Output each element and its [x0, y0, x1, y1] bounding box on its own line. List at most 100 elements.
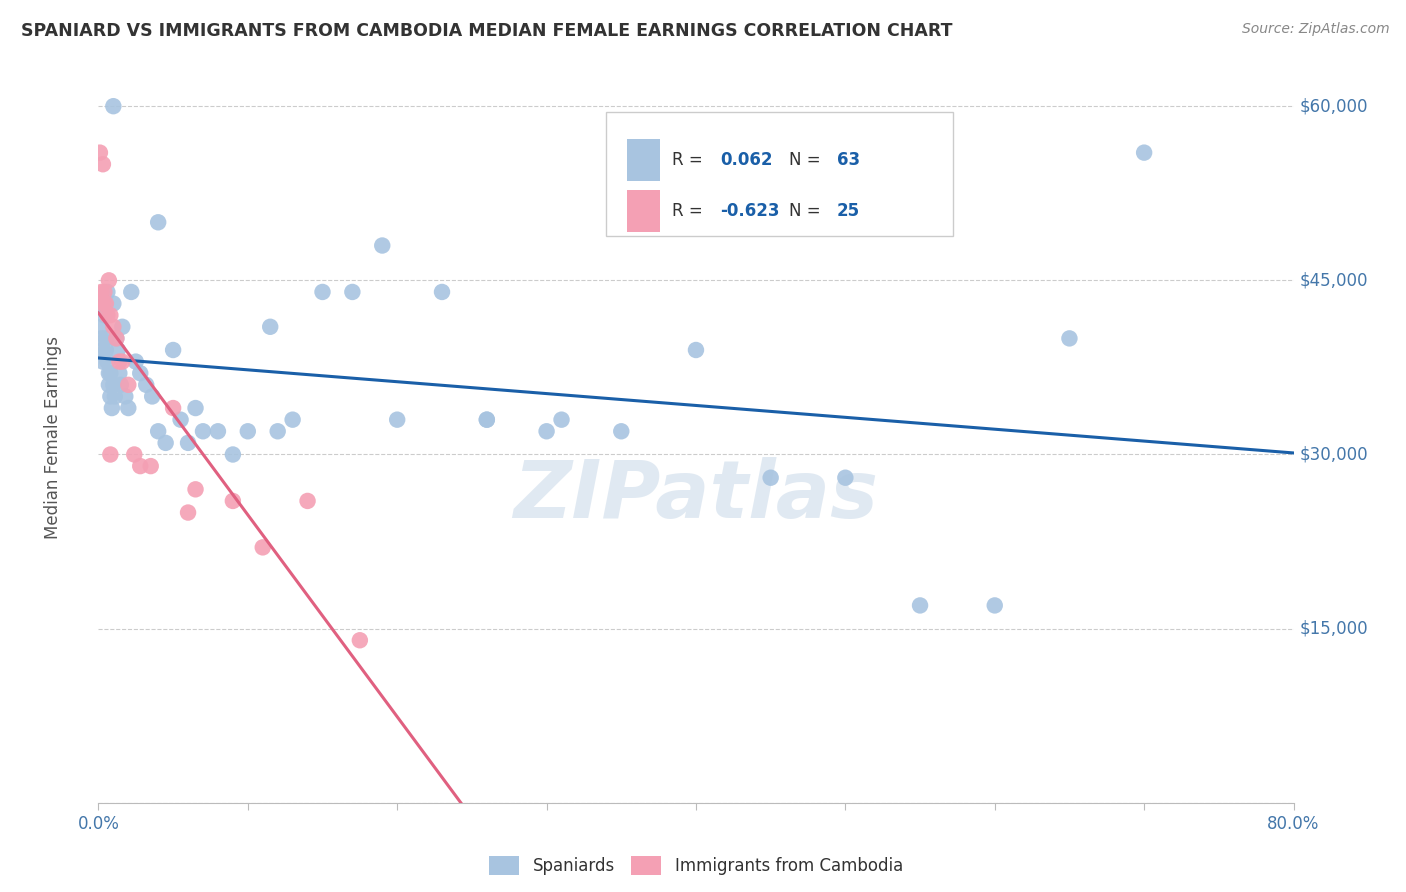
Point [1059, 331, 1081, 345]
Point [141, 389, 163, 403]
Text: $30,000: $30,000 [1299, 445, 1368, 464]
Text: 63: 63 [837, 151, 860, 169]
Point [93, 308, 115, 322]
Text: R =: R = [672, 151, 709, 169]
Point [114, 389, 136, 403]
Point [96, 285, 118, 299]
Point [117, 401, 139, 415]
Point [148, 424, 170, 438]
Point [191, 424, 214, 438]
Point [475, 412, 498, 426]
Point [90, 331, 112, 345]
Point [94, 343, 117, 357]
Point [110, 377, 132, 392]
Point [685, 343, 707, 357]
Point [129, 366, 152, 380]
Text: $45,000: $45,000 [1299, 271, 1368, 289]
Point [139, 459, 162, 474]
Point [311, 285, 333, 299]
Point [162, 343, 184, 357]
Point [90, 285, 112, 299]
Point [91, 343, 114, 357]
Point [111, 354, 134, 368]
Point [184, 401, 207, 415]
Point [98, 308, 122, 322]
Point [536, 424, 558, 438]
Text: SPANIARD VS IMMIGRANTS FROM CAMBODIA MEDIAN FEMALE EARNINGS CORRELATION CHART: SPANIARD VS IMMIGRANTS FROM CAMBODIA MED… [21, 22, 953, 40]
Text: N =: N = [789, 202, 827, 220]
Text: 25: 25 [837, 202, 860, 220]
Point [155, 436, 177, 450]
Point [207, 424, 229, 438]
Point [259, 319, 281, 334]
Point [96, 354, 118, 368]
Point [349, 633, 371, 648]
Point [252, 541, 274, 555]
Point [111, 319, 134, 334]
Point [101, 401, 124, 415]
Point [1133, 145, 1156, 160]
Text: N =: N = [789, 151, 827, 169]
Point [97, 273, 120, 287]
Point [222, 448, 245, 462]
Point [107, 343, 129, 357]
Point [177, 436, 200, 450]
FancyBboxPatch shape [606, 112, 953, 235]
Point [105, 331, 128, 345]
Text: $60,000: $60,000 [1299, 97, 1368, 115]
Point [90, 319, 112, 334]
Point [834, 471, 856, 485]
Point [148, 215, 170, 229]
Point [125, 354, 148, 368]
Point [267, 424, 290, 438]
Point [184, 483, 207, 497]
Point [222, 494, 245, 508]
Text: R =: R = [672, 202, 709, 220]
Text: -0.623: -0.623 [720, 202, 779, 220]
Point [169, 412, 191, 426]
FancyBboxPatch shape [627, 138, 661, 181]
Text: Median Female Earnings: Median Female Earnings [44, 335, 62, 539]
Text: Source: ZipAtlas.com: Source: ZipAtlas.com [1241, 22, 1389, 37]
Point [89, 296, 111, 310]
Point [124, 448, 146, 462]
Point [91, 296, 114, 310]
Point [105, 331, 128, 345]
Point [236, 424, 259, 438]
Point [91, 157, 114, 171]
Point [103, 319, 125, 334]
Point [342, 285, 364, 299]
Point [93, 296, 115, 310]
Point [281, 412, 304, 426]
Text: ZIPatlas: ZIPatlas [513, 457, 879, 534]
Point [93, 285, 115, 299]
Point [610, 424, 633, 438]
Point [98, 366, 122, 380]
Point [103, 377, 125, 392]
Point [177, 506, 200, 520]
Point [117, 377, 139, 392]
Point [94, 331, 117, 345]
Point [94, 296, 117, 310]
Point [759, 471, 782, 485]
Point [89, 145, 111, 160]
Point [98, 448, 122, 462]
Point [103, 296, 125, 310]
Point [103, 99, 125, 113]
Point [984, 599, 1007, 613]
Point [385, 412, 409, 426]
Point [120, 285, 142, 299]
Point [297, 494, 319, 508]
Point [108, 354, 131, 368]
Point [96, 308, 118, 322]
Point [97, 377, 120, 392]
Point [371, 238, 394, 252]
Point [430, 285, 453, 299]
Legend: Spaniards, Immigrants from Cambodia: Spaniards, Immigrants from Cambodia [489, 855, 903, 875]
Point [135, 377, 157, 392]
Point [91, 354, 114, 368]
Text: 0.062: 0.062 [720, 151, 772, 169]
Point [108, 366, 131, 380]
Point [475, 412, 498, 426]
Text: $15,000: $15,000 [1299, 620, 1368, 638]
